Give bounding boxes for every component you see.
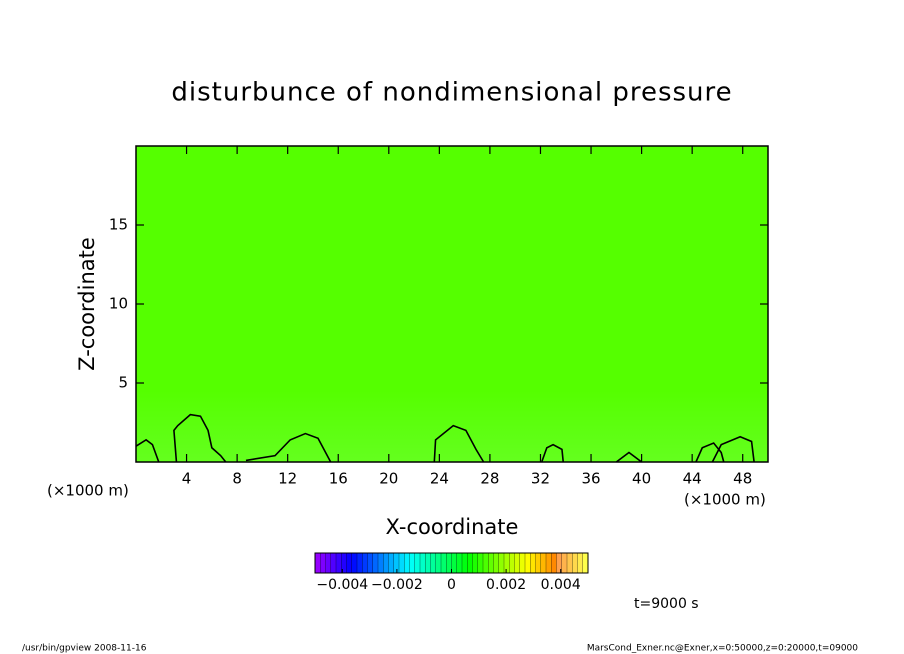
y-tick-label: 10: [109, 295, 128, 313]
contour-line: [135, 438, 160, 463]
colorbar-cell: [383, 552, 389, 574]
colorbar-cell: [472, 552, 479, 574]
colorbar-cell: [551, 552, 557, 574]
y-axis-label: Z-coordinate: [75, 237, 99, 371]
colorbar-cell: [314, 552, 321, 574]
colorbar-cell: [335, 552, 342, 574]
contour-line: [173, 413, 227, 463]
colorbar-tick-label: 0.004: [541, 577, 581, 593]
colorbar-cell: [330, 552, 337, 574]
colorbar-cell: [440, 552, 447, 574]
time-label: t=9000 s: [634, 596, 699, 612]
contour-line: [615, 451, 643, 463]
footer-right: MarsCond_Exner.nc@Exner,x=0:50000,z=0:20…: [587, 644, 858, 654]
x-tick-label: 32: [531, 470, 550, 488]
colorbar-cell: [404, 552, 410, 574]
colorbar-cell: [514, 552, 521, 574]
colorbar-cell: [561, 552, 568, 574]
colorbar-cell: [566, 552, 573, 574]
x-tick-label: 28: [480, 470, 499, 488]
x-tick-label: 12: [278, 470, 297, 488]
colorbar-tick-label: 0.002: [486, 577, 526, 593]
colorbar-cell: [482, 552, 489, 574]
colorbar-cell: [325, 552, 332, 574]
contour-line: [540, 443, 565, 463]
y-tick-label: 5: [118, 374, 128, 392]
colorbar-cell: [509, 552, 515, 574]
colorbar-cell: [577, 552, 584, 574]
colorbar-cell: [519, 552, 526, 574]
colorbar-cell: [582, 552, 589, 574]
colorbar-cell: [362, 552, 368, 574]
colorbar-cell: [351, 552, 358, 574]
colorbar-cell: [446, 552, 452, 574]
x-tick-label: 4: [182, 470, 192, 488]
colorbar-cell: [556, 552, 563, 574]
colorbar-cell: [372, 552, 379, 574]
colorbar-cell: [493, 552, 500, 574]
colorbar-cell: [414, 552, 421, 574]
x-tick-label: 24: [430, 470, 449, 488]
colorbar-cell: [461, 552, 468, 574]
colorbar-cell: [346, 552, 353, 574]
x-axis-label: X-coordinate: [386, 515, 519, 539]
x-tick-label: 44: [683, 470, 702, 488]
x-tick-label: 8: [232, 470, 242, 488]
colorbar-cell: [540, 552, 547, 574]
colorbar-cell: [545, 552, 552, 574]
contour-line: [245, 432, 332, 463]
x-tick-label: 36: [581, 470, 600, 488]
x-tick-label: 40: [632, 470, 651, 488]
colorbar-cell: [430, 552, 437, 574]
colorbar-cell: [477, 552, 484, 574]
colorbar-cell: [572, 552, 578, 574]
colorbar-cell: [320, 552, 326, 574]
colorbar-tick-label: −0.002: [371, 577, 423, 593]
colorbar-cell: [488, 552, 494, 574]
contour-line: [433, 424, 485, 463]
colorbar-cell: [367, 552, 374, 574]
colorbar-cell: [356, 552, 363, 574]
footer-left: /usr/bin/gpview 2008-11-16: [22, 644, 147, 654]
colorbar-cell: [503, 552, 510, 574]
chart-title: disturbunce of nondimensional pressure: [171, 78, 732, 108]
colorbar-cell: [409, 552, 416, 574]
colorbar-cell: [377, 552, 384, 574]
contour-line: [695, 442, 725, 463]
x-unit-label: (×1000 m): [47, 482, 129, 500]
colorbar-cell: [435, 552, 442, 574]
colorbar-cell: [398, 552, 405, 574]
colorbar-cell: [419, 552, 426, 574]
colorbar-cell: [498, 552, 505, 574]
x-unit-label: (×1000 m): [684, 491, 766, 509]
colorbar-tick-label: 0: [447, 577, 456, 593]
y-tick-label: 15: [109, 216, 128, 234]
colorbar-cell: [388, 552, 395, 574]
colorbar-cell: [467, 552, 473, 574]
contour-line: [711, 435, 755, 463]
colorbar-cell: [535, 552, 542, 574]
colorbar-cell: [524, 552, 531, 574]
colorbar-cell: [530, 552, 536, 574]
x-tick-label: 16: [329, 470, 348, 488]
colorbar-tick-label: −0.004: [316, 577, 368, 593]
x-tick-label: 20: [379, 470, 398, 488]
colorbar-cell: [456, 552, 463, 574]
colorbar-cell: [451, 552, 458, 574]
x-tick-label: 48: [733, 470, 752, 488]
colorbar-cell: [425, 552, 431, 574]
